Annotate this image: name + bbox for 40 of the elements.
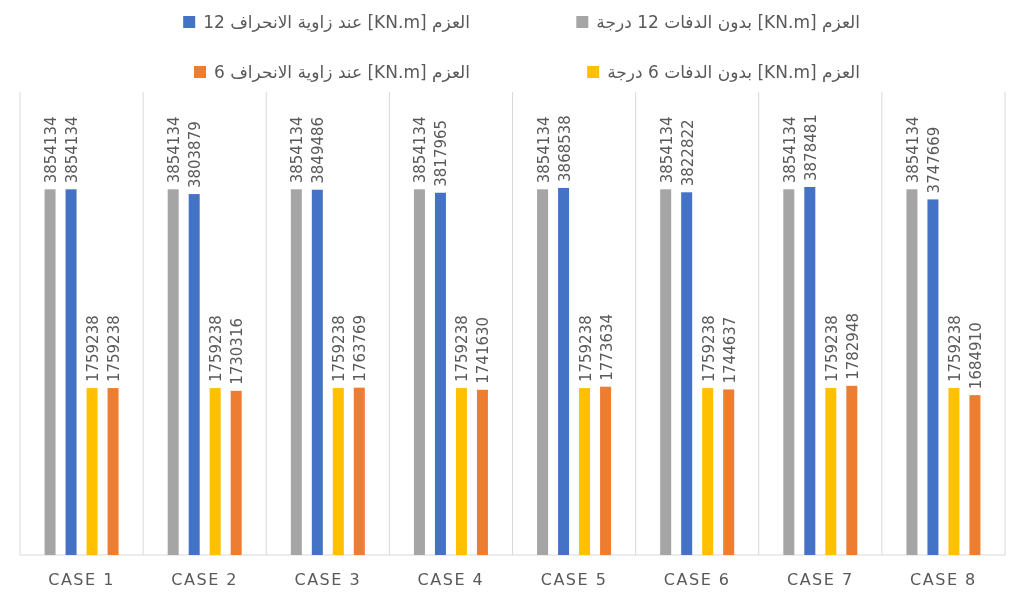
data-label: 3803879 [186, 121, 205, 189]
data-label: 3878481 [801, 114, 820, 181]
data-label: 3854134 [288, 116, 307, 184]
data-label: 3854134 [780, 116, 799, 184]
data-label: 1759238 [453, 315, 472, 383]
data-label: 3854134 [657, 116, 676, 184]
data-label: 1741630 [474, 316, 493, 384]
x-tick-label: CASE 5 [540, 570, 608, 589]
data-label: 3854134 [42, 116, 61, 184]
data-label: 1759238 [822, 315, 841, 383]
data-label: 3854134 [165, 116, 184, 184]
data-label: 3849486 [309, 116, 328, 184]
data-label: 3854134 [63, 116, 82, 184]
data-label: 1744637 [720, 316, 739, 384]
data-label: 3854134 [534, 116, 553, 184]
data-label: 3747669 [924, 126, 943, 194]
x-tick-label: CASE 7 [786, 570, 854, 589]
data-label: 1759238 [699, 315, 718, 383]
data-label: 1759238 [576, 315, 595, 383]
data-label: 1782948 [843, 313, 862, 380]
data-label: 3854134 [411, 116, 430, 184]
x-tick-label: CASE 3 [294, 570, 362, 589]
x-tick-label: CASE 8 [910, 570, 977, 589]
data-label: 1759238 [207, 315, 226, 383]
data-label: 1759238 [84, 315, 103, 383]
x-tick-label: CASE 1 [48, 570, 115, 589]
data-label: 1763769 [351, 314, 370, 382]
data-label: 3817965 [432, 119, 451, 187]
data-label: 1759238 [945, 315, 964, 383]
data-label: 1730316 [228, 318, 247, 385]
data-label: 3854134 [903, 116, 922, 184]
x-tick-label: CASE 2 [171, 570, 239, 589]
data-label: 3868538 [555, 115, 574, 182]
data-label: 1684910 [966, 322, 985, 390]
data-label: 1773634 [597, 313, 616, 381]
x-tick-label: CASE 4 [417, 570, 485, 589]
data-label: 3822822 [678, 119, 697, 187]
data-label: 1759238 [330, 315, 349, 383]
data-label: 1759238 [105, 315, 124, 383]
x-tick-label: CASE 6 [663, 570, 731, 589]
